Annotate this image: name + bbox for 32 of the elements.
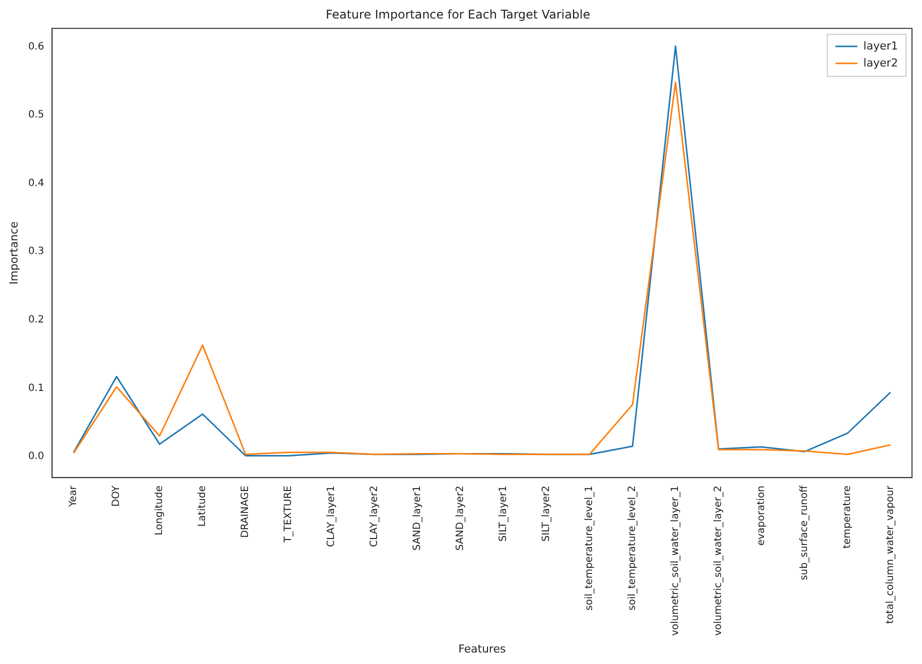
x-tick-label: CLAY_layer1	[326, 486, 338, 548]
x-tick-label: soil_temperature_level_1	[584, 486, 596, 611]
x-tick-label: volumetric_soil_water_layer_1	[670, 486, 682, 636]
y-tick-label: 0.5	[28, 110, 44, 121]
x-tick-label: temperature	[842, 486, 854, 548]
x-tick-label: DRAINAGE	[240, 486, 252, 538]
x-tick-label: total_column_water_vapour	[885, 484, 896, 624]
y-axis-title: Importance	[7, 221, 20, 285]
x-tick-label: CLAY_layer2	[369, 486, 380, 548]
x-tick-label: Longitude	[154, 486, 166, 536]
chart-title: Feature Importance for Each Target Variable	[326, 7, 590, 22]
x-tick-label: DOY	[111, 484, 122, 507]
y-tick-label: 0.4	[28, 178, 44, 189]
y-tick-label: 0.0	[28, 451, 44, 462]
y-tick-label: 0.6	[28, 41, 44, 52]
y-tick-label: 0.1	[28, 382, 44, 394]
x-tick-label: SILT_layer1	[498, 486, 510, 542]
y-tick-label: 0.2	[28, 314, 44, 326]
x-tick-label: SAND_layer1	[412, 486, 424, 551]
x-tick-label: Year	[68, 484, 80, 508]
x-tick-label: volumetric_soil_water_layer_2	[713, 486, 724, 636]
x-tick-label: SILT_layer2	[541, 486, 552, 542]
x-tick-label: Latitude	[197, 486, 208, 527]
x-tick-label: SAND_layer2	[455, 486, 466, 551]
y-tick-label: 0.3	[28, 246, 44, 258]
x-tick-label: evaporation	[756, 486, 768, 546]
legend-label: layer2	[863, 56, 898, 70]
x-tick-label: T_TEXTURE	[283, 486, 294, 544]
x-tick-label: sub_surface_runoff	[799, 484, 810, 580]
x-tick-label: soil_temperature_level_2	[627, 486, 638, 611]
x-axis-title: Features	[458, 642, 506, 656]
legend-label: layer1	[863, 39, 898, 52]
